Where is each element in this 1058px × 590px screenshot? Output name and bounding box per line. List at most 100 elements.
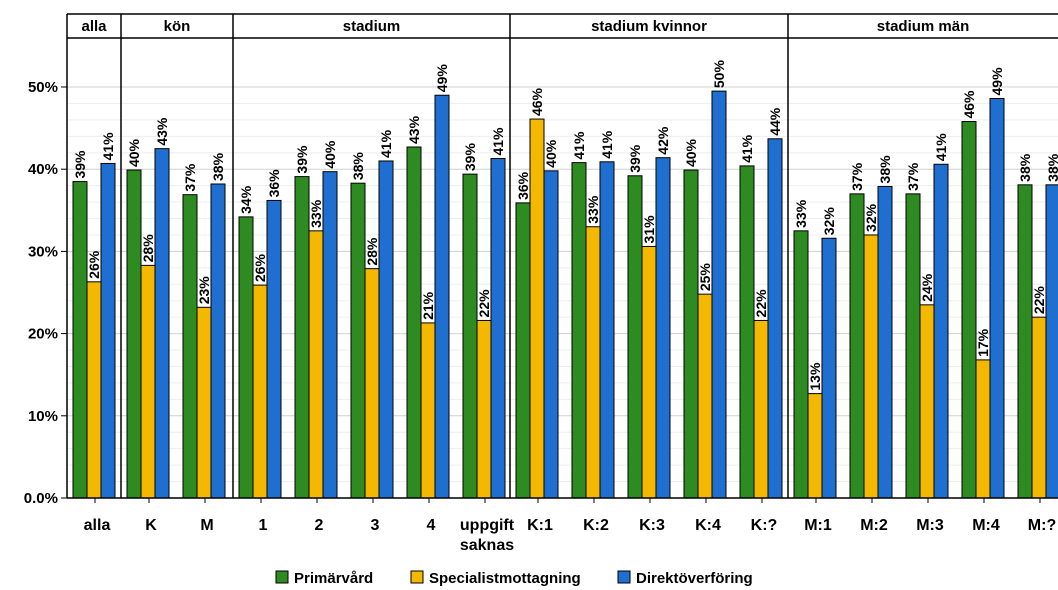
- bar-prim-rv-rd-2: [294, 176, 310, 499]
- bar-value-label: 38%: [350, 152, 366, 181]
- bar-specialistmottagning-m: [196, 306, 212, 499]
- bar-prim-rv-rd-4: [406, 146, 422, 499]
- x-tick-label: M:2: [860, 517, 888, 534]
- panel-frames: alla kön stadium stadium kvinnor stadium män: [66, 13, 1058, 499]
- bar-direkt-verf-ring-1: [266, 199, 282, 499]
- legend-swatch: [410, 570, 424, 584]
- bar-direkt-verf-ring-k-2: [599, 161, 615, 499]
- bar-direkt-verf-ring-3: [378, 160, 394, 499]
- bar-prim-rv-rd-m-1: [793, 230, 809, 499]
- bar-prim-rv-rd-k: [126, 169, 142, 499]
- bar-value-label: 32%: [863, 203, 879, 232]
- bar-prim-rv-rd-m-2: [849, 193, 865, 499]
- bar-value-label: 42%: [655, 126, 671, 155]
- bar-value-label: 34%: [238, 185, 254, 214]
- bar-value-label: 37%: [849, 162, 865, 191]
- y-tick-label: 50%: [28, 79, 58, 96]
- panel-title: stadium kvinnor: [591, 18, 707, 35]
- bar-direkt-verf-ring-k-: [767, 138, 783, 499]
- bar-prim-rv-rd-alla: [72, 181, 88, 499]
- bar-value-label: 36%: [266, 169, 282, 198]
- bar-specialistmottagning-k: [140, 264, 156, 499]
- bar-specialistmottagning-k-2: [585, 226, 601, 499]
- bar-value-label: 17%: [975, 328, 991, 357]
- bar-value-label: 38%: [1045, 153, 1058, 182]
- bar-direkt-verf-ring-m-: [1045, 184, 1058, 499]
- y-axis: 0.0% 10% 20% 30% 40% 50%: [24, 79, 67, 507]
- bar-value-label: 50%: [711, 60, 727, 89]
- bar-direkt-verf-ring-k: [154, 148, 170, 499]
- y-tick-label: 20%: [28, 326, 58, 343]
- bar-prim-rv-rd-m: [182, 194, 198, 499]
- bar-value-label: 39%: [627, 144, 643, 173]
- bar-direkt-verf-ring-m-1: [821, 237, 837, 499]
- bar-value-label: 38%: [210, 152, 226, 181]
- bar-prim-rv-rd-m-: [1017, 184, 1033, 499]
- bar-value-label: 43%: [406, 115, 422, 144]
- x-tick-label: uppgift saknas: [460, 517, 515, 554]
- bar-specialistmottagning-m-: [1031, 316, 1047, 499]
- x-tick-label: 1: [259, 517, 268, 534]
- bars: 39% 26% 41% 40% 28% 43% 37% 23% 38% 34% 26% 36% 39% 3…: [72, 60, 1058, 499]
- x-tick-label: alla: [84, 517, 111, 534]
- x-tick-label: M:3: [916, 517, 944, 534]
- y-tick-label: 40%: [28, 161, 58, 178]
- bar-value-label: 41%: [933, 133, 949, 162]
- bar-value-label: 22%: [1031, 286, 1047, 315]
- bar-value-label: 39%: [294, 145, 310, 174]
- x-tick-label: K:1: [527, 517, 553, 534]
- panel-title: kön: [164, 18, 191, 35]
- legend-swatch: [275, 570, 289, 584]
- bar-specialistmottagning-2: [308, 230, 324, 499]
- legend-label: Primärvård: [294, 570, 373, 587]
- bar-value-label: 41%: [571, 131, 587, 160]
- bar-value-label: 40%: [543, 139, 559, 168]
- bar-value-label: 39%: [72, 150, 88, 179]
- x-tick-label: 4: [427, 517, 436, 534]
- bar-value-label: 43%: [154, 117, 170, 146]
- bar-value-label: 28%: [364, 237, 380, 266]
- bar-direkt-verf-ring-m-4: [989, 98, 1005, 499]
- legend-label: Specialistmottagning: [429, 570, 581, 587]
- bar-value-label: 33%: [308, 199, 324, 228]
- bar-direkt-verf-ring-alla: [100, 162, 116, 499]
- bar-prim-rv-rd-k-3: [627, 175, 643, 499]
- bar-prim-rv-rd-k-2: [571, 162, 587, 499]
- bar-value-label: 22%: [476, 289, 492, 318]
- bar-specialistmottagning-k-: [753, 319, 769, 499]
- legend-swatch: [617, 570, 631, 584]
- bar-direkt-verf-ring-2: [322, 171, 338, 499]
- bar-value-label: 39%: [462, 143, 478, 172]
- bar-prim-rv-rd-1: [238, 216, 254, 499]
- bar-specialistmottagning-m-2: [863, 234, 879, 499]
- bar-value-label: 40%: [322, 140, 338, 169]
- x-tick-label: 3: [371, 517, 380, 534]
- x-tick-label: K:?: [751, 517, 778, 534]
- bar-value-label: 22%: [753, 289, 769, 318]
- bar-value-label: 28%: [140, 234, 156, 263]
- bar-value-label: 26%: [252, 254, 268, 283]
- bar-direkt-verf-ring-k-4: [711, 90, 727, 499]
- bar-value-label: 49%: [989, 67, 1005, 96]
- bar-specialistmottagning-alla: [86, 281, 102, 499]
- bar-prim-rv-rd-m-3: [905, 193, 921, 499]
- bar-value-label: 40%: [683, 138, 699, 167]
- bar-value-label: 37%: [182, 163, 198, 192]
- bar-value-label: 26%: [86, 250, 102, 279]
- bar-direkt-verf-ring-uppgift-saknas: [490, 158, 506, 499]
- bar-direkt-verf-ring-k-1: [543, 170, 559, 499]
- x-tick-label: M:?: [1028, 517, 1056, 534]
- bar-specialistmottagning-m-4: [975, 359, 991, 499]
- bar-value-label: 49%: [434, 64, 450, 93]
- bar-specialistmottagning-m-3: [919, 304, 935, 499]
- panel-title: stadium: [343, 18, 401, 35]
- bar-direkt-verf-ring-k-3: [655, 157, 671, 499]
- bar-value-label: 33%: [585, 195, 601, 224]
- bar-prim-rv-rd-k-4: [683, 169, 699, 499]
- bar-value-label: 13%: [807, 362, 823, 391]
- bar-specialistmottagning-1: [252, 284, 268, 499]
- bar-value-label: 41%: [378, 129, 394, 158]
- bar-specialistmottagning-4: [420, 322, 436, 499]
- y-tick-label: 10%: [28, 408, 58, 425]
